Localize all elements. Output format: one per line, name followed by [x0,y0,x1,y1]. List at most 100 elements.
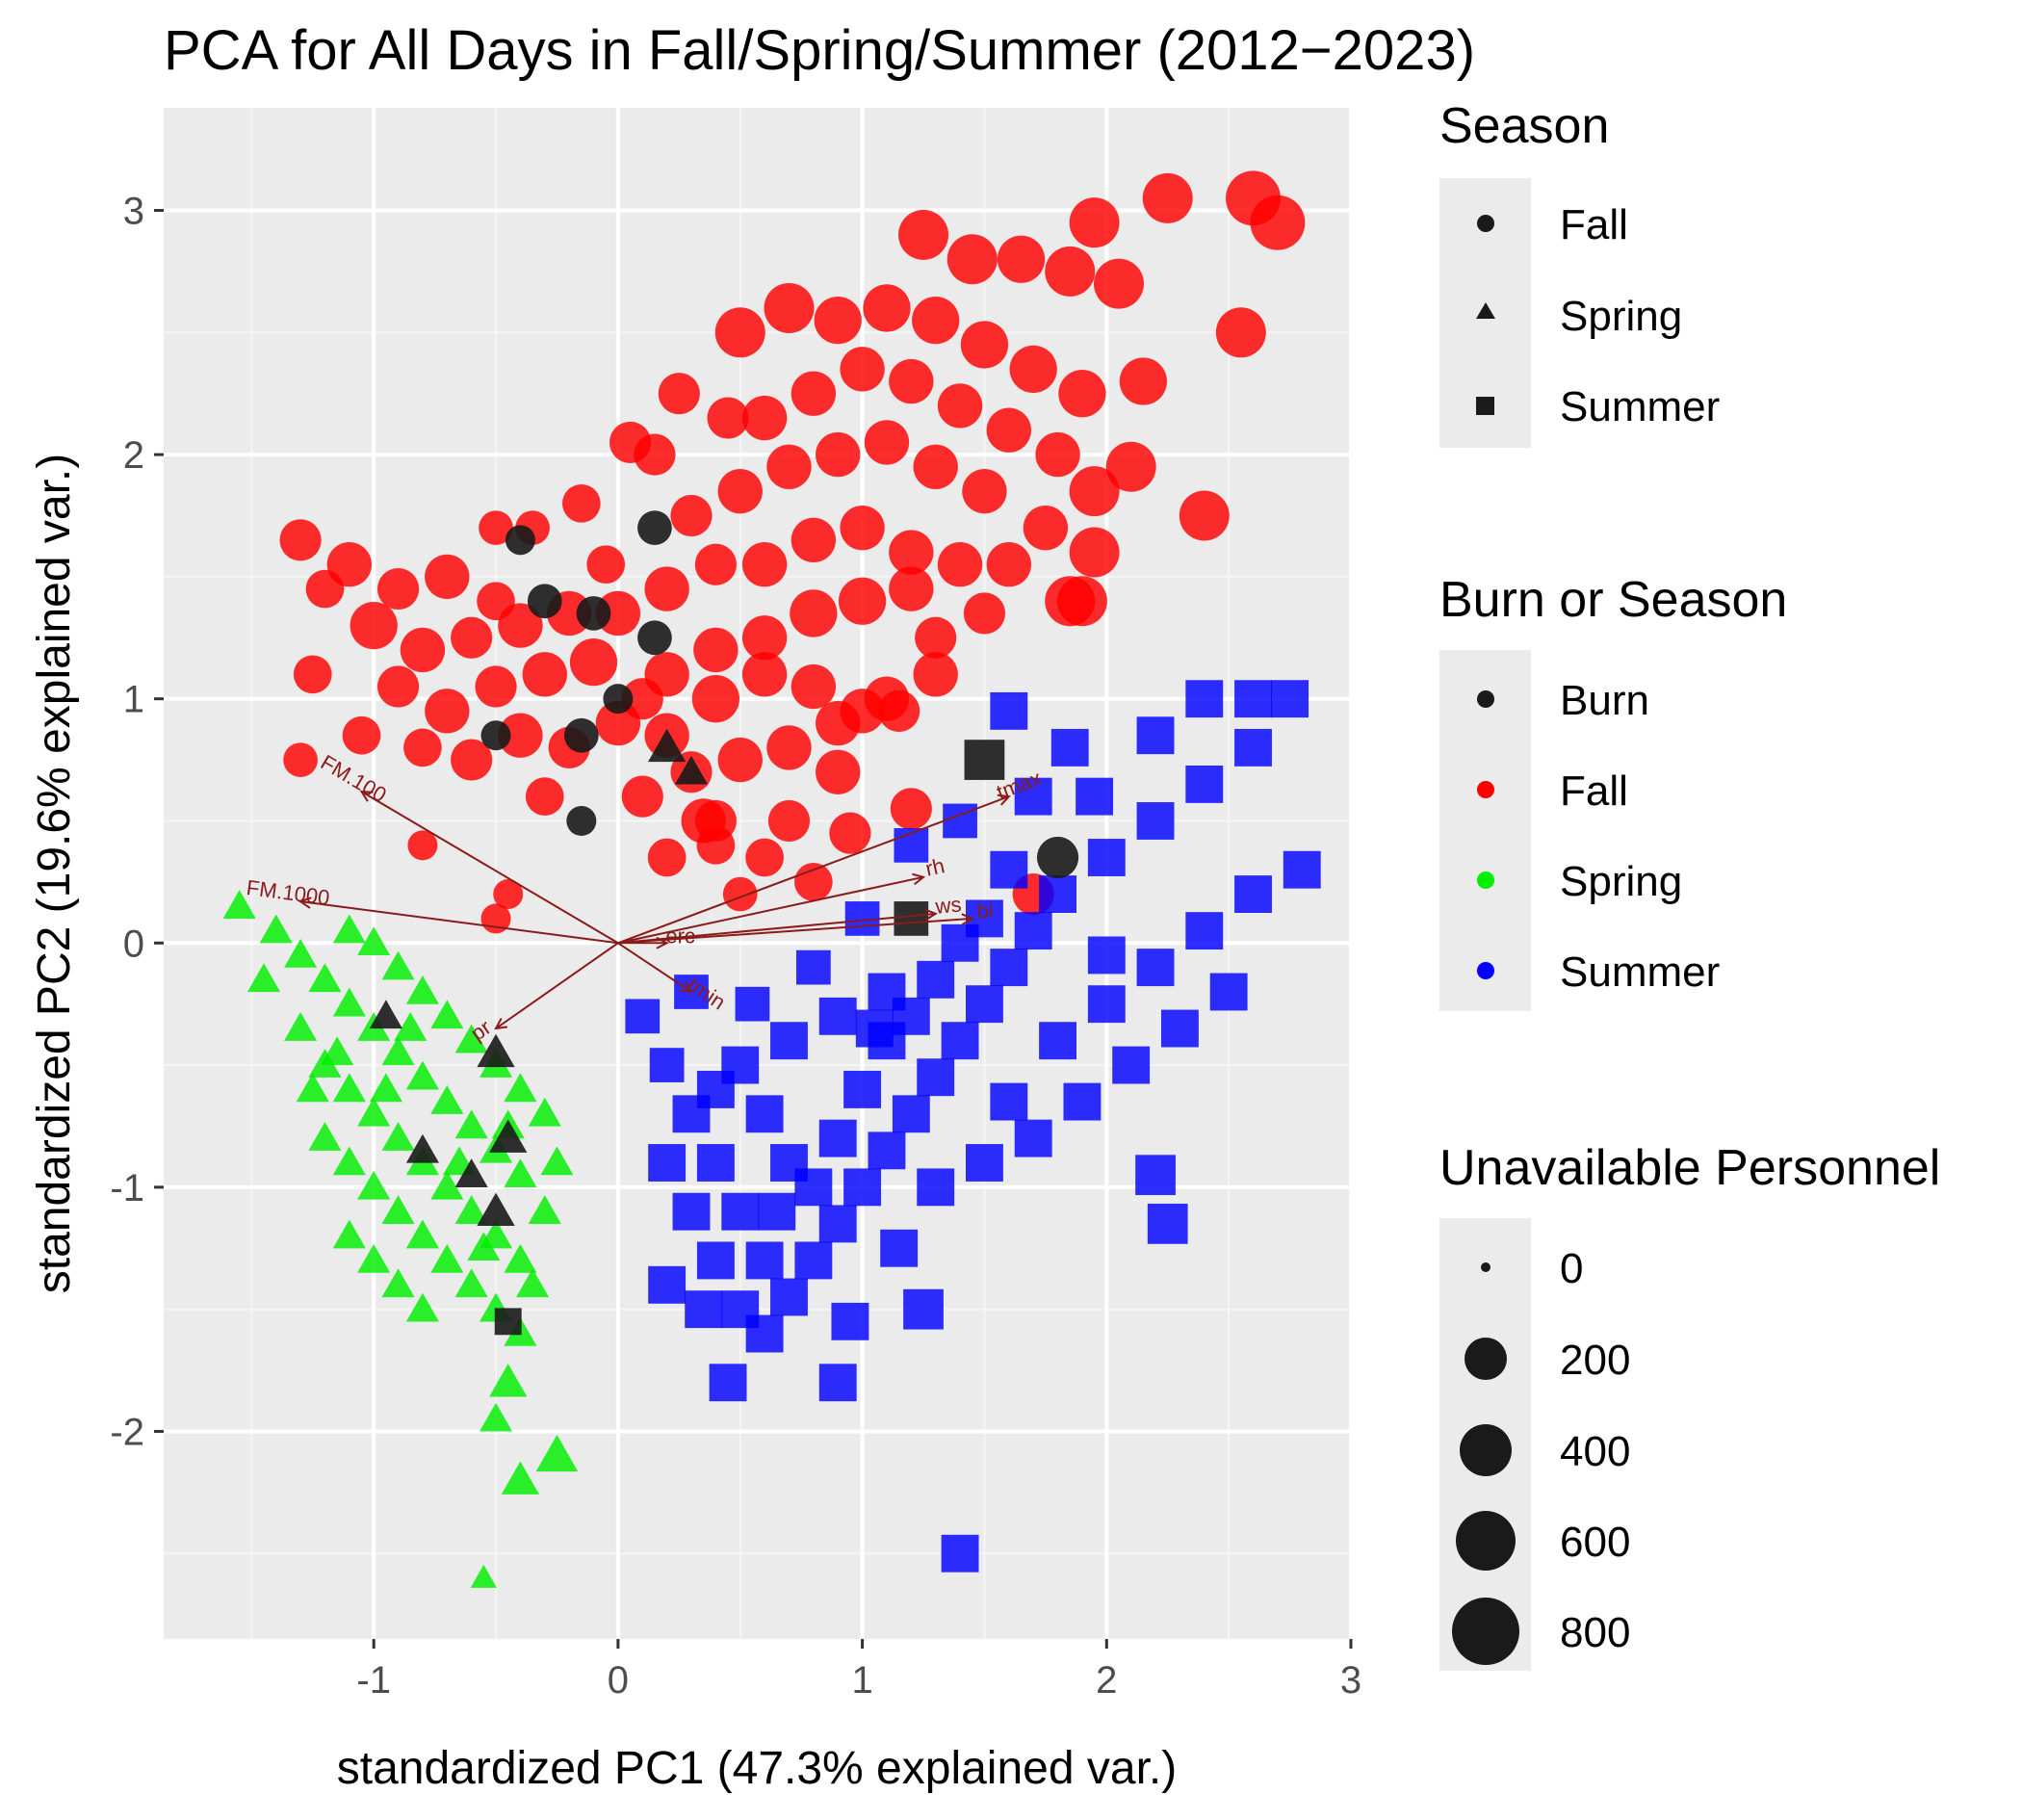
summer-point [745,1241,784,1280]
summer-point [696,1070,735,1108]
loading-arrow [617,917,972,945]
legend-size-0-key [1481,1262,1491,1272]
loading-arrowhead [494,1017,508,1030]
summer-point [917,960,955,999]
summer-point [1076,777,1114,816]
summer-point [1283,850,1321,889]
summer-point [625,999,661,1034]
summer-point [1271,680,1309,718]
fall-point [937,542,983,587]
burn-point [603,684,634,715]
summer-point [1135,1155,1176,1196]
fall-point [498,713,543,758]
burn-spring-point [477,1192,515,1226]
burn-point [1036,836,1079,879]
fall-point [794,863,833,901]
summer-point [649,1048,685,1082]
x-tick-label: -1 [356,1659,391,1702]
legend-unavailable-personnel: Unavailable Personnel 0 200 400 600 800 [1439,1140,1940,1671]
fall-point [691,675,740,723]
summer-point [1014,1119,1052,1157]
fall-point [913,444,958,489]
spring-point [308,963,342,993]
fall-point [561,483,601,523]
spring-point [394,1011,428,1041]
summer-point [1160,1009,1199,1048]
legend-size-title: Unavailable Personnel [1439,1140,1940,1196]
fall-point [937,383,983,429]
legend-spring-color-label: Spring [1560,858,1682,905]
fall-point [766,725,812,770]
fall-point [714,307,765,358]
fall-point [647,838,687,877]
loading-arrowhead [961,913,974,925]
spring-point [381,1195,415,1225]
fall-point [1069,197,1120,248]
spring-point [284,938,318,968]
spring-point [430,1170,464,1200]
x-axis-title: standardized PC1 (47.3% explained var.) [337,1743,1178,1794]
fall-point [889,530,934,575]
fall-point [791,663,837,710]
fall-point [1058,370,1106,418]
summer-point [735,986,770,1022]
loading-arrowhead [298,897,312,909]
fall-point [1069,466,1120,517]
legend-season-summer-key [1476,397,1494,415]
legend-size-400-key [1460,1424,1512,1476]
chart-title: PCA for All Days in Fall/Spring/Summer (… [164,19,1475,82]
fall-point [1023,505,1069,551]
fall-point [522,652,567,697]
loading-arrow [617,875,924,945]
spring-point [528,1195,561,1225]
fall-point [898,209,949,260]
fall-point [342,715,381,755]
loading-arrow [360,791,619,945]
fall-point [1142,172,1193,223]
y-tick-label: -2 [110,1411,144,1453]
summer-point [903,1288,944,1330]
legend-size-400-label: 400 [1560,1428,1630,1475]
y-tick-label: 2 [123,434,144,477]
summer-point [843,1070,882,1108]
spring-point [535,1434,579,1472]
loading-arrowhead [912,872,926,886]
x-tick-label: 3 [1340,1659,1361,1702]
summer-point [843,1168,882,1207]
y-tick-label: 0 [123,923,144,965]
spring-point [405,1292,439,1322]
burn-spring-point [674,755,709,785]
summer-point [709,1364,747,1402]
fall-point [745,838,784,877]
legend-summer-color-key [1477,962,1494,979]
summer-point [818,1364,857,1402]
summer-point [1185,765,1224,803]
fall-point [864,420,910,465]
summer-point [990,691,1028,730]
spring-point [222,890,256,920]
summer-point [990,949,1028,987]
fall-point [1069,527,1120,578]
fall-point [829,812,871,854]
summer-point [831,1302,869,1340]
legend-fall-color-key [1477,781,1494,798]
fall-point [722,876,758,912]
spring-point [246,963,281,993]
summer-point [721,1192,760,1231]
spring-point [332,1219,366,1249]
summer-point [672,1192,711,1231]
fall-point [658,373,700,415]
spring-point [284,1011,318,1041]
x-tick-label: 0 [608,1659,629,1702]
summer-point [1014,912,1052,950]
legend-burn-or-season: Burn or Season Burn Fall Spring Summer [1439,572,1787,1011]
spring-point [454,1109,488,1139]
spring-point [332,914,366,944]
fall-point [451,739,493,781]
spring-point [332,987,366,1017]
fall-point [814,296,862,345]
fall-point [840,347,885,392]
data-points [222,170,1321,1588]
legend-season-spring-label: Spring [1560,293,1682,340]
